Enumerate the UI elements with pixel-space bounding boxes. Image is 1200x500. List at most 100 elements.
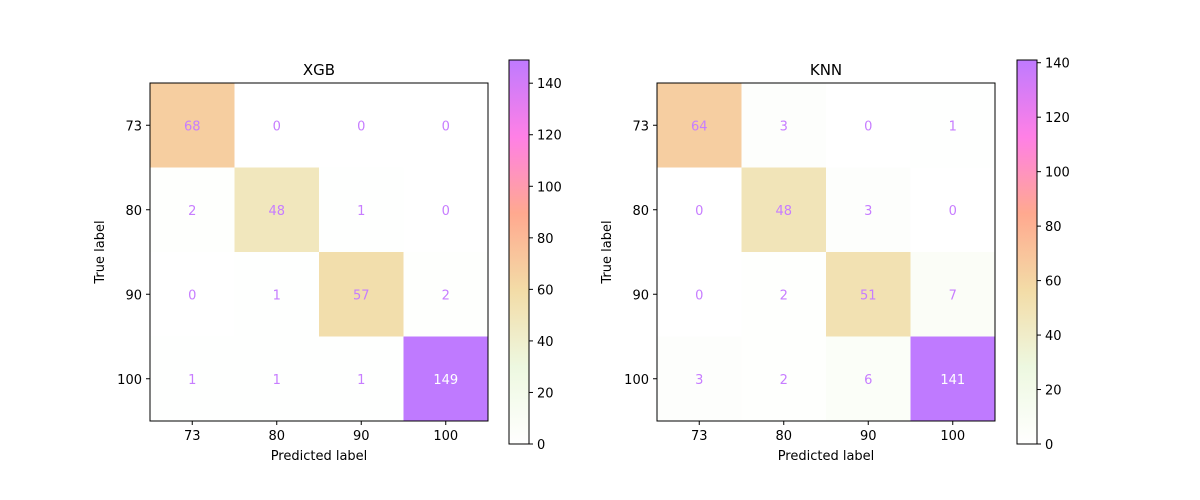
colorbar [1016, 59, 1038, 445]
colorbar-tick-label: 120 [1045, 111, 1070, 126]
matrix-cell [403, 167, 489, 253]
cell-value-label: 0 [442, 119, 450, 134]
matrix-cell [234, 167, 320, 253]
matrix-cell [657, 83, 742, 168]
y-tick-label: 90 [632, 288, 649, 303]
colorbar-tick-label: 80 [1045, 220, 1062, 235]
y-tick-label: 100 [117, 373, 142, 388]
matrix-cell [657, 252, 742, 337]
colorbar-tick-label: 100 [537, 180, 562, 195]
x-tick-label: 73 [691, 429, 708, 444]
colorbar-tick-label: 20 [537, 386, 554, 401]
matrix-cell [657, 167, 742, 253]
cell-value-label: 0 [442, 204, 450, 219]
x-tick-label: 73 [184, 429, 201, 444]
colorbar-tick-label: 140 [537, 77, 562, 92]
cell-value-label: 1 [949, 119, 957, 134]
cell-value-label: 141 [940, 373, 965, 388]
matrix-cell [826, 167, 911, 253]
cell-value-label: 3 [695, 373, 703, 388]
x-tick-label: 100 [940, 429, 965, 444]
matrix-cell [741, 83, 827, 168]
x-tick-label: 90 [860, 429, 877, 444]
chart-title: XGB [303, 61, 335, 79]
x-axis-label: Predicted label [778, 449, 875, 464]
x-tick-label: 100 [433, 429, 458, 444]
cell-value-label: 0 [695, 288, 703, 303]
cell-value-label: 0 [949, 204, 957, 219]
matrix-cell [826, 252, 911, 337]
matrix-cell [150, 83, 235, 168]
matrix-cell [826, 83, 911, 168]
matrix-cell [403, 252, 489, 337]
cell-value-label: 3 [864, 204, 872, 219]
matrix-cell [319, 252, 404, 337]
matrix-cell [910, 83, 996, 168]
cell-value-label: 6 [864, 373, 872, 388]
matrix-cell [234, 336, 320, 422]
matrix-cell [234, 83, 320, 168]
matrix-cell [150, 252, 235, 337]
matrix-cell [150, 167, 235, 253]
colorbar-tick-label: 0 [537, 438, 545, 453]
matrix-cell [319, 336, 404, 422]
x-tick-label: 90 [353, 429, 370, 444]
cell-value-label: 149 [433, 373, 458, 388]
cell-value-label: 1 [188, 373, 196, 388]
matrix-cell [741, 252, 827, 337]
y-tick-label: 100 [624, 373, 649, 388]
chart-title: KNN [810, 61, 842, 79]
cell-value-label: 1 [273, 373, 281, 388]
colorbar-tick-label: 60 [537, 283, 554, 298]
matrix-cell [741, 167, 827, 253]
x-tick-label: 80 [775, 429, 792, 444]
matrix-cell [910, 336, 996, 422]
cell-value-label: 51 [860, 288, 877, 303]
cell-value-label: 1 [357, 204, 365, 219]
x-axis-label: Predicted label [271, 449, 368, 464]
cell-value-label: 48 [268, 204, 285, 219]
matrix-cell [319, 167, 404, 253]
cell-value-label: 7 [949, 288, 957, 303]
matrix-cell [150, 336, 235, 422]
y-axis-label: True label [600, 220, 615, 284]
colorbar-tick-label: 60 [1045, 275, 1062, 290]
y-axis-label: True label [93, 220, 108, 284]
matrix-cell [741, 336, 827, 422]
cell-value-label: 0 [864, 119, 872, 134]
colorbar-tick-label: 140 [1045, 57, 1070, 72]
matrix-cell [910, 167, 996, 253]
matrix-cell [319, 83, 404, 168]
cell-value-label: 57 [353, 288, 370, 303]
cell-value-label: 1 [273, 288, 281, 303]
y-tick-label: 73 [125, 119, 142, 134]
cell-value-label: 0 [695, 204, 703, 219]
colorbar-tick-label: 40 [1045, 329, 1062, 344]
axes-frame [149, 82, 489, 422]
y-tick-label: 80 [632, 204, 649, 219]
cell-value-label: 2 [188, 204, 196, 219]
matrix-cell [910, 252, 996, 337]
cell-value-label: 1 [357, 373, 365, 388]
colorbar-tick-label: 0 [1045, 438, 1053, 453]
colorbar-tick-label: 100 [1045, 166, 1070, 181]
cell-value-label: 48 [775, 204, 792, 219]
cell-value-label: 68 [184, 119, 201, 134]
colorbar-tick-label: 120 [537, 129, 562, 144]
x-tick-label: 80 [268, 429, 285, 444]
matrix-cell [657, 336, 742, 422]
cell-value-label: 3 [780, 119, 788, 134]
matrix-cell [403, 83, 489, 168]
y-tick-label: 80 [125, 204, 142, 219]
colorbar [508, 59, 530, 445]
colorbar-tick-label: 20 [1045, 384, 1062, 399]
axes-frame [656, 82, 996, 422]
cell-value-label: 2 [780, 373, 788, 388]
cell-value-label: 64 [691, 119, 708, 134]
cell-value-label: 0 [357, 119, 365, 134]
cell-value-label: 0 [273, 119, 281, 134]
cell-value-label: 2 [780, 288, 788, 303]
